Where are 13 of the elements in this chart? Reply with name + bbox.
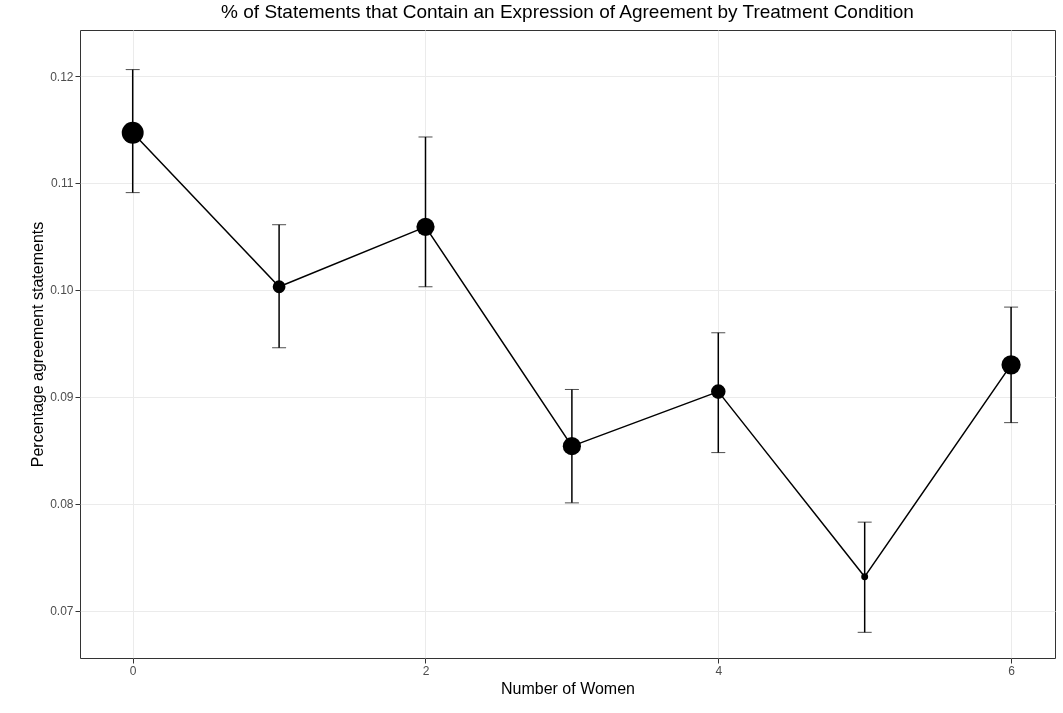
- chart-title: % of Statements that Contain an Expression of Agreement by Treatment Condition: [221, 1, 914, 22]
- y-tick-label: 0.08: [50, 497, 74, 512]
- y-tick-label: 0.12: [50, 69, 74, 84]
- x-tick-label: 6: [1008, 663, 1016, 678]
- x-tick-label: 2: [422, 663, 430, 678]
- x-tick-label: 0: [129, 663, 137, 678]
- y-axis-title: Percentage agreement statements: [29, 221, 47, 468]
- y-tick-label: 0.07: [50, 604, 74, 619]
- y-tick-label: 0.10: [50, 283, 74, 298]
- y-tick-label: 0.09: [50, 390, 74, 405]
- x-axis-title: Number of Women: [501, 679, 635, 697]
- y-tick-label: 0.11: [51, 176, 74, 191]
- x-tick-label: 4: [715, 663, 723, 678]
